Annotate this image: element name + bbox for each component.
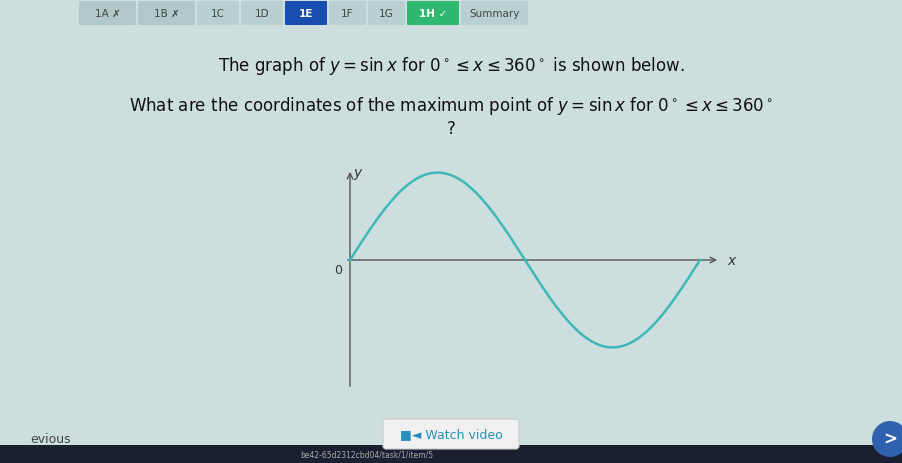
- Text: 1A ✗: 1A ✗: [95, 9, 120, 19]
- Text: 1G: 1G: [379, 9, 393, 19]
- FancyBboxPatch shape: [241, 2, 282, 26]
- FancyBboxPatch shape: [0, 0, 902, 28]
- Text: $y$: $y$: [353, 167, 364, 181]
- Text: Summary: Summary: [469, 9, 520, 19]
- FancyBboxPatch shape: [407, 2, 458, 26]
- Circle shape: [871, 421, 902, 457]
- FancyBboxPatch shape: [382, 419, 519, 449]
- FancyBboxPatch shape: [285, 2, 327, 26]
- FancyBboxPatch shape: [78, 2, 136, 26]
- Text: ?: ?: [446, 120, 455, 138]
- Text: evious: evious: [30, 432, 70, 445]
- Text: $x$: $x$: [726, 253, 737, 268]
- FancyBboxPatch shape: [197, 2, 239, 26]
- Text: 1H ✓: 1H ✓: [419, 9, 446, 19]
- FancyBboxPatch shape: [461, 2, 528, 26]
- FancyBboxPatch shape: [138, 2, 195, 26]
- Bar: [0, 445, 902, 463]
- Text: >: >: [882, 430, 896, 448]
- FancyBboxPatch shape: [368, 2, 405, 26]
- Text: 1D: 1D: [254, 9, 269, 19]
- Text: ■◄ Watch video: ■◄ Watch video: [400, 427, 502, 441]
- Text: 1F: 1F: [341, 9, 354, 19]
- FancyBboxPatch shape: [328, 2, 365, 26]
- Text: 1B ✗: 1B ✗: [153, 9, 179, 19]
- Text: 1C: 1C: [211, 9, 225, 19]
- Text: What are the coordinates of the maximum point of $y = \sin x$ for $0^\circ \leq : What are the coordinates of the maximum …: [129, 95, 772, 117]
- Text: be42-65d2312cbd04/task/1/item/5: be42-65d2312cbd04/task/1/item/5: [299, 450, 433, 458]
- Text: The graph of $y = \sin x$ for $0^\circ \leq x \leq 360^\circ$ is shown below.: The graph of $y = \sin x$ for $0^\circ \…: [217, 55, 684, 77]
- Text: 1E: 1E: [299, 9, 313, 19]
- Text: 0: 0: [334, 263, 342, 276]
